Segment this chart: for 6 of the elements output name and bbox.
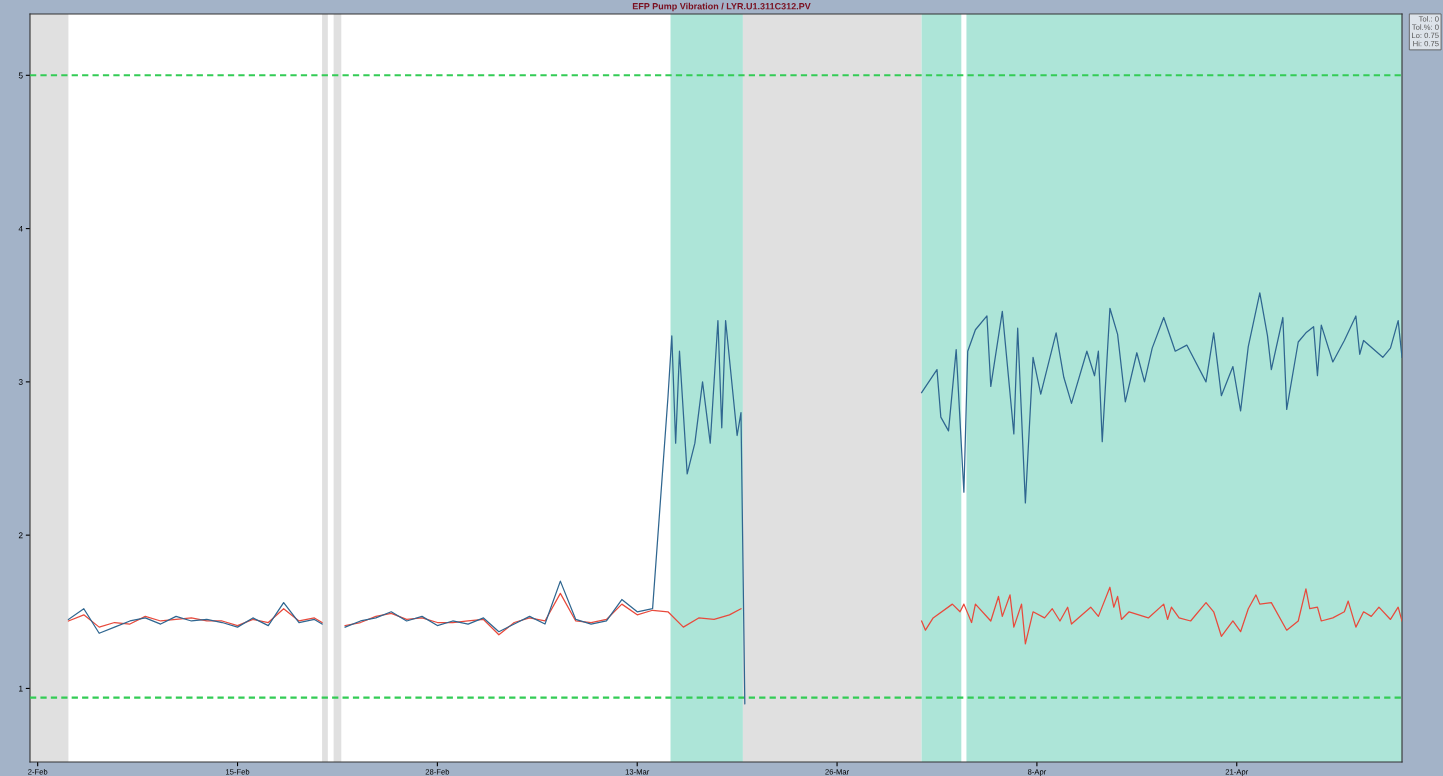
y-tick-label: 3 (18, 379, 23, 385)
chart-title: EFP Pump Vibration / LYR.U1.311C312.PV (632, 2, 811, 12)
y-tick-label: 5 (18, 72, 23, 79)
y-tick-label: 2 (18, 532, 23, 539)
y-tick-label: 4 (18, 225, 23, 232)
y-tick-label: 1 (19, 685, 23, 692)
